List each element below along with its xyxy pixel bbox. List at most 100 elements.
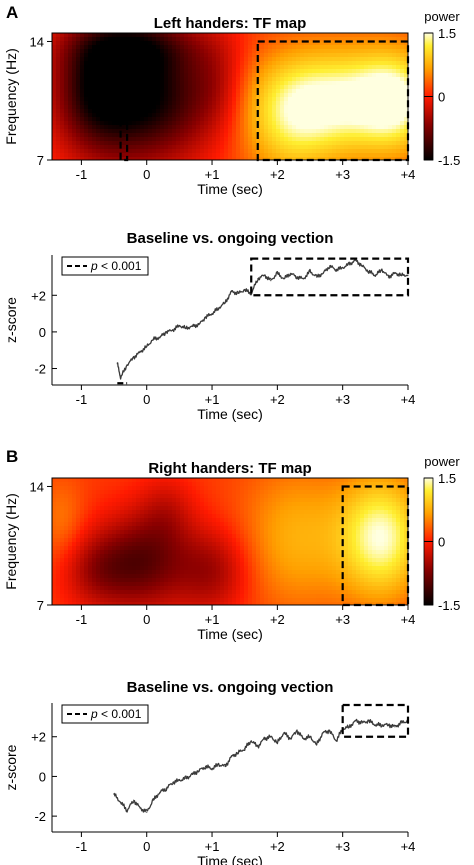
heatmap-cell (340, 133, 345, 138)
heatmap-cell (292, 590, 297, 595)
heatmap-cell (116, 574, 121, 579)
heatmap-cell (212, 586, 217, 591)
heatmap-cell (116, 594, 121, 599)
heatmap-cell (144, 490, 149, 495)
heatmap-cell (272, 554, 277, 559)
heatmap-cell (248, 574, 253, 579)
heatmap-cell (148, 149, 153, 154)
heatmap-cell (152, 518, 157, 523)
heatmap-cell (108, 61, 113, 66)
heatmap-cell (212, 522, 217, 527)
heatmap-cell (60, 153, 65, 158)
heatmap-cell (220, 101, 225, 106)
heatmap-cell (60, 45, 65, 50)
heatmap-cell (400, 65, 405, 70)
heatmap-cell (60, 89, 65, 94)
heatmap-cell (368, 153, 373, 158)
heatmap-cell (56, 510, 61, 515)
heatmap-cell (308, 598, 313, 603)
heatmap-cell (396, 109, 401, 114)
heatmap-cell (300, 113, 305, 118)
heatmap-cell (76, 121, 81, 126)
heatmap-cell (120, 494, 125, 499)
heatmap-cell (212, 506, 217, 511)
heatmap-cell (152, 41, 157, 46)
heatmap-cell (248, 482, 253, 487)
heatmap-cell (200, 41, 205, 46)
heatmap-cell (280, 602, 285, 606)
heatmap-cell (104, 129, 109, 134)
heatmap-cell (288, 518, 293, 523)
heatmap-cell (192, 498, 197, 503)
heatmap-cell (284, 133, 289, 138)
heatmap-cell (336, 73, 341, 78)
heatmap-cell (156, 590, 161, 595)
heatmap-cell (64, 598, 69, 603)
heatmap-cell (260, 586, 265, 591)
heatmap-cell (84, 137, 89, 142)
heatmap-cell (292, 602, 297, 606)
heatmap-cell (116, 101, 121, 106)
heatmap-cell (284, 121, 289, 126)
heatmap-cell (88, 81, 93, 86)
heatmap-cell (64, 486, 69, 491)
heatmap-cell (348, 117, 353, 122)
heatmap-cell (164, 133, 169, 138)
heatmap-cell (172, 594, 177, 599)
heatmap-cell (340, 141, 345, 146)
heatmap-cell (228, 478, 233, 483)
heatmap-cell (128, 157, 133, 161)
heatmap-cell (140, 542, 145, 547)
heatmap-cell (352, 149, 357, 154)
heatmap-cell (312, 582, 317, 587)
heatmap-cell (52, 586, 57, 591)
heatmap-cell (252, 81, 257, 86)
heatmap-cell (104, 550, 109, 555)
heatmap-cell (216, 81, 221, 86)
heatmap-cell (204, 586, 209, 591)
heatmap-cell (312, 145, 317, 150)
heatmap-cell (296, 566, 301, 571)
heatmap-cell (252, 133, 257, 138)
heatmap-cell (112, 33, 117, 38)
heatmap-cell (116, 157, 121, 161)
heatmap-cell (196, 522, 201, 527)
heatmap-cell (200, 157, 205, 161)
heatmap-cell (264, 73, 269, 78)
heatmap-cell (72, 121, 77, 126)
heatmap-cell (72, 101, 77, 106)
heatmap-cell (152, 121, 157, 126)
heatmap-cell (136, 546, 141, 551)
heatmap-cell (104, 109, 109, 114)
heatmap-cell (160, 534, 165, 539)
heatmap-cell (292, 534, 297, 539)
heatmap-cell (268, 73, 273, 78)
heatmap-cell (252, 518, 257, 523)
heatmap-cell (224, 478, 229, 483)
heatmap-cell (268, 522, 273, 527)
heatmap-cell (380, 37, 385, 42)
heatmap-cell (180, 478, 185, 483)
heatmap-cell (112, 69, 117, 74)
heatmap-cell (248, 109, 253, 114)
heatmap-cell (72, 538, 77, 543)
heatmap-cell (152, 574, 157, 579)
heatmap-cell (64, 149, 69, 154)
heatmap-cell (280, 133, 285, 138)
heatmap-cell (180, 526, 185, 531)
heatmap-cell (288, 538, 293, 543)
heatmap-cell (156, 113, 161, 118)
heatmap-cell (288, 53, 293, 58)
heatmap-cell (384, 61, 389, 66)
heatmap-cell (228, 121, 233, 126)
heatmap-cell (236, 530, 241, 535)
heatmap-cell (244, 482, 249, 487)
heatmap-cell (148, 45, 153, 50)
heatmap-cell (252, 506, 257, 511)
heatmap-cell (152, 149, 157, 154)
heatmap-cell (316, 526, 321, 531)
heatmap-cell (388, 145, 393, 150)
heatmap-cell (76, 53, 81, 58)
heatmap-cell (208, 129, 213, 134)
heatmap-cell (356, 145, 361, 150)
